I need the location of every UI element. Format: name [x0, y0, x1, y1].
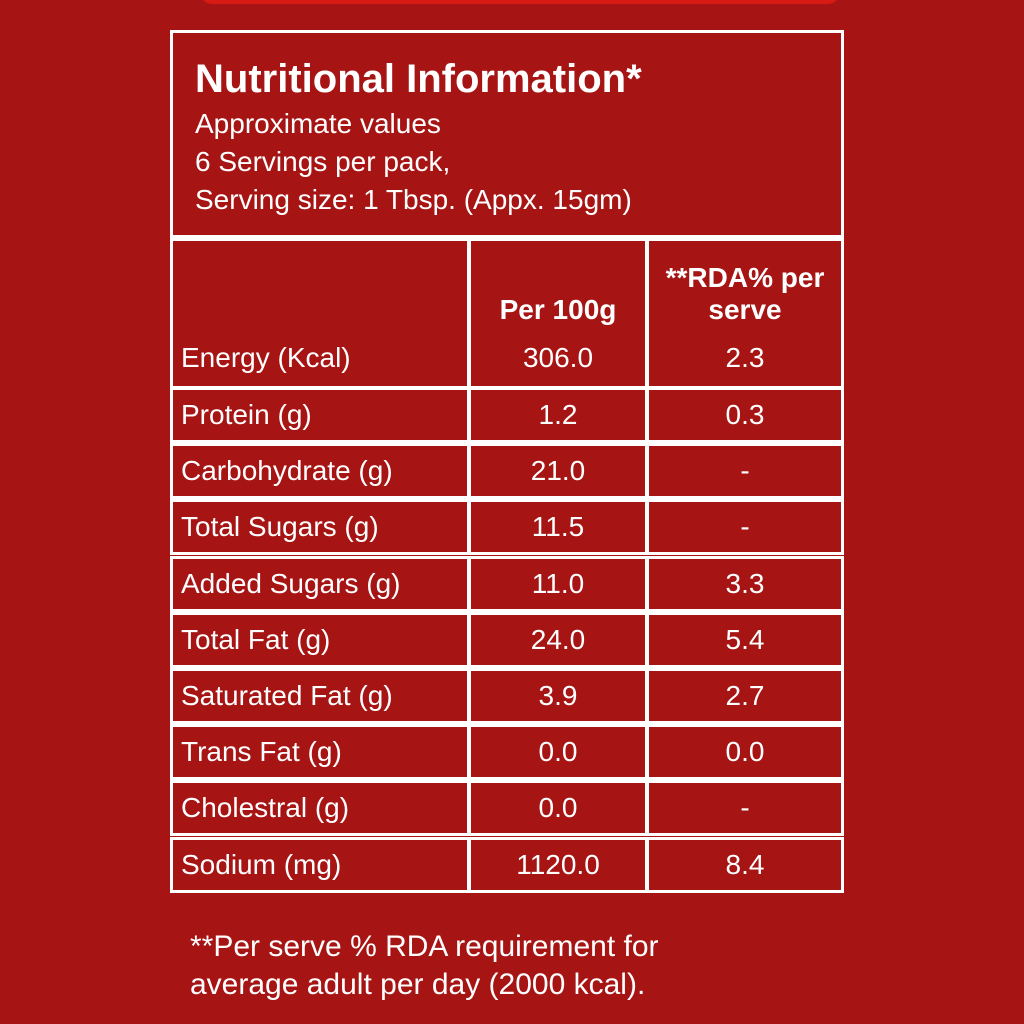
column-header: Per 100g [499, 294, 617, 325]
value-cell: 24.0 [468, 611, 648, 668]
value-cell: 2.7 [646, 668, 844, 724]
value-cell: **RDA% per serve 2.3 [646, 238, 844, 389]
value-cell: 3.3 [646, 555, 844, 612]
value: 306.0 [522, 342, 594, 373]
row-label-cell: Carbohydrate (g) [170, 443, 470, 500]
footnote-line: average adult per day (2000 kcal). [190, 968, 646, 1001]
header-box: Nutritional Information* Approximate val… [170, 30, 844, 238]
footnote: **Per serve % RDA requirement for averag… [190, 928, 830, 1004]
value: 2.3 [725, 342, 765, 373]
subtitle-line: Serving size: 1 Tbsp. (Appx. 15gm) [195, 184, 632, 215]
value-cell: Per 100g 306.0 [468, 238, 648, 389]
row-label-cell: Sodium (mg) [170, 836, 470, 893]
value-cell: 11.5 [468, 499, 648, 556]
subtitle-line: 6 Servings per pack, [195, 146, 451, 177]
value-cell: 1120.0 [468, 836, 648, 893]
value-cell: - [646, 443, 844, 500]
subtitle-line: Approximate values [195, 108, 441, 139]
row-label-cell: Cholestral (g) [170, 780, 470, 837]
row-label-cell: Trans Fat (g) [170, 724, 470, 781]
value-cell: 0.0 [646, 724, 844, 781]
value-cell: 1.2 [468, 387, 648, 443]
row-label-cell: Total Fat (g) [170, 611, 470, 668]
row-label-cell: Protein (g) [170, 387, 470, 443]
top-bar [200, 0, 840, 4]
row-label-cell: Energy (Kcal) [170, 238, 470, 389]
value-cell: 5.4 [646, 611, 844, 668]
title: Nutritional Information* [195, 57, 642, 101]
column-header: **RDA% per serve [665, 262, 825, 325]
row-label-cell: Added Sugars (g) [170, 555, 470, 612]
value-cell: 11.0 [468, 555, 648, 612]
row-label-cell: Total Sugars (g) [170, 499, 470, 556]
value-cell: 0.0 [468, 724, 648, 781]
row-label-cell: Saturated Fat (g) [170, 668, 470, 724]
value-cell: - [646, 780, 844, 837]
value-cell: 0.0 [468, 780, 648, 837]
row-label: Energy (Kcal) [181, 342, 351, 373]
value-cell: - [646, 499, 844, 556]
value-cell: 8.4 [646, 836, 844, 893]
value-cell: 0.3 [646, 387, 844, 443]
value-cell: 21.0 [468, 443, 648, 500]
footnote-line: **Per serve % RDA requirement for [190, 930, 659, 963]
value-cell: 3.9 [468, 668, 648, 724]
